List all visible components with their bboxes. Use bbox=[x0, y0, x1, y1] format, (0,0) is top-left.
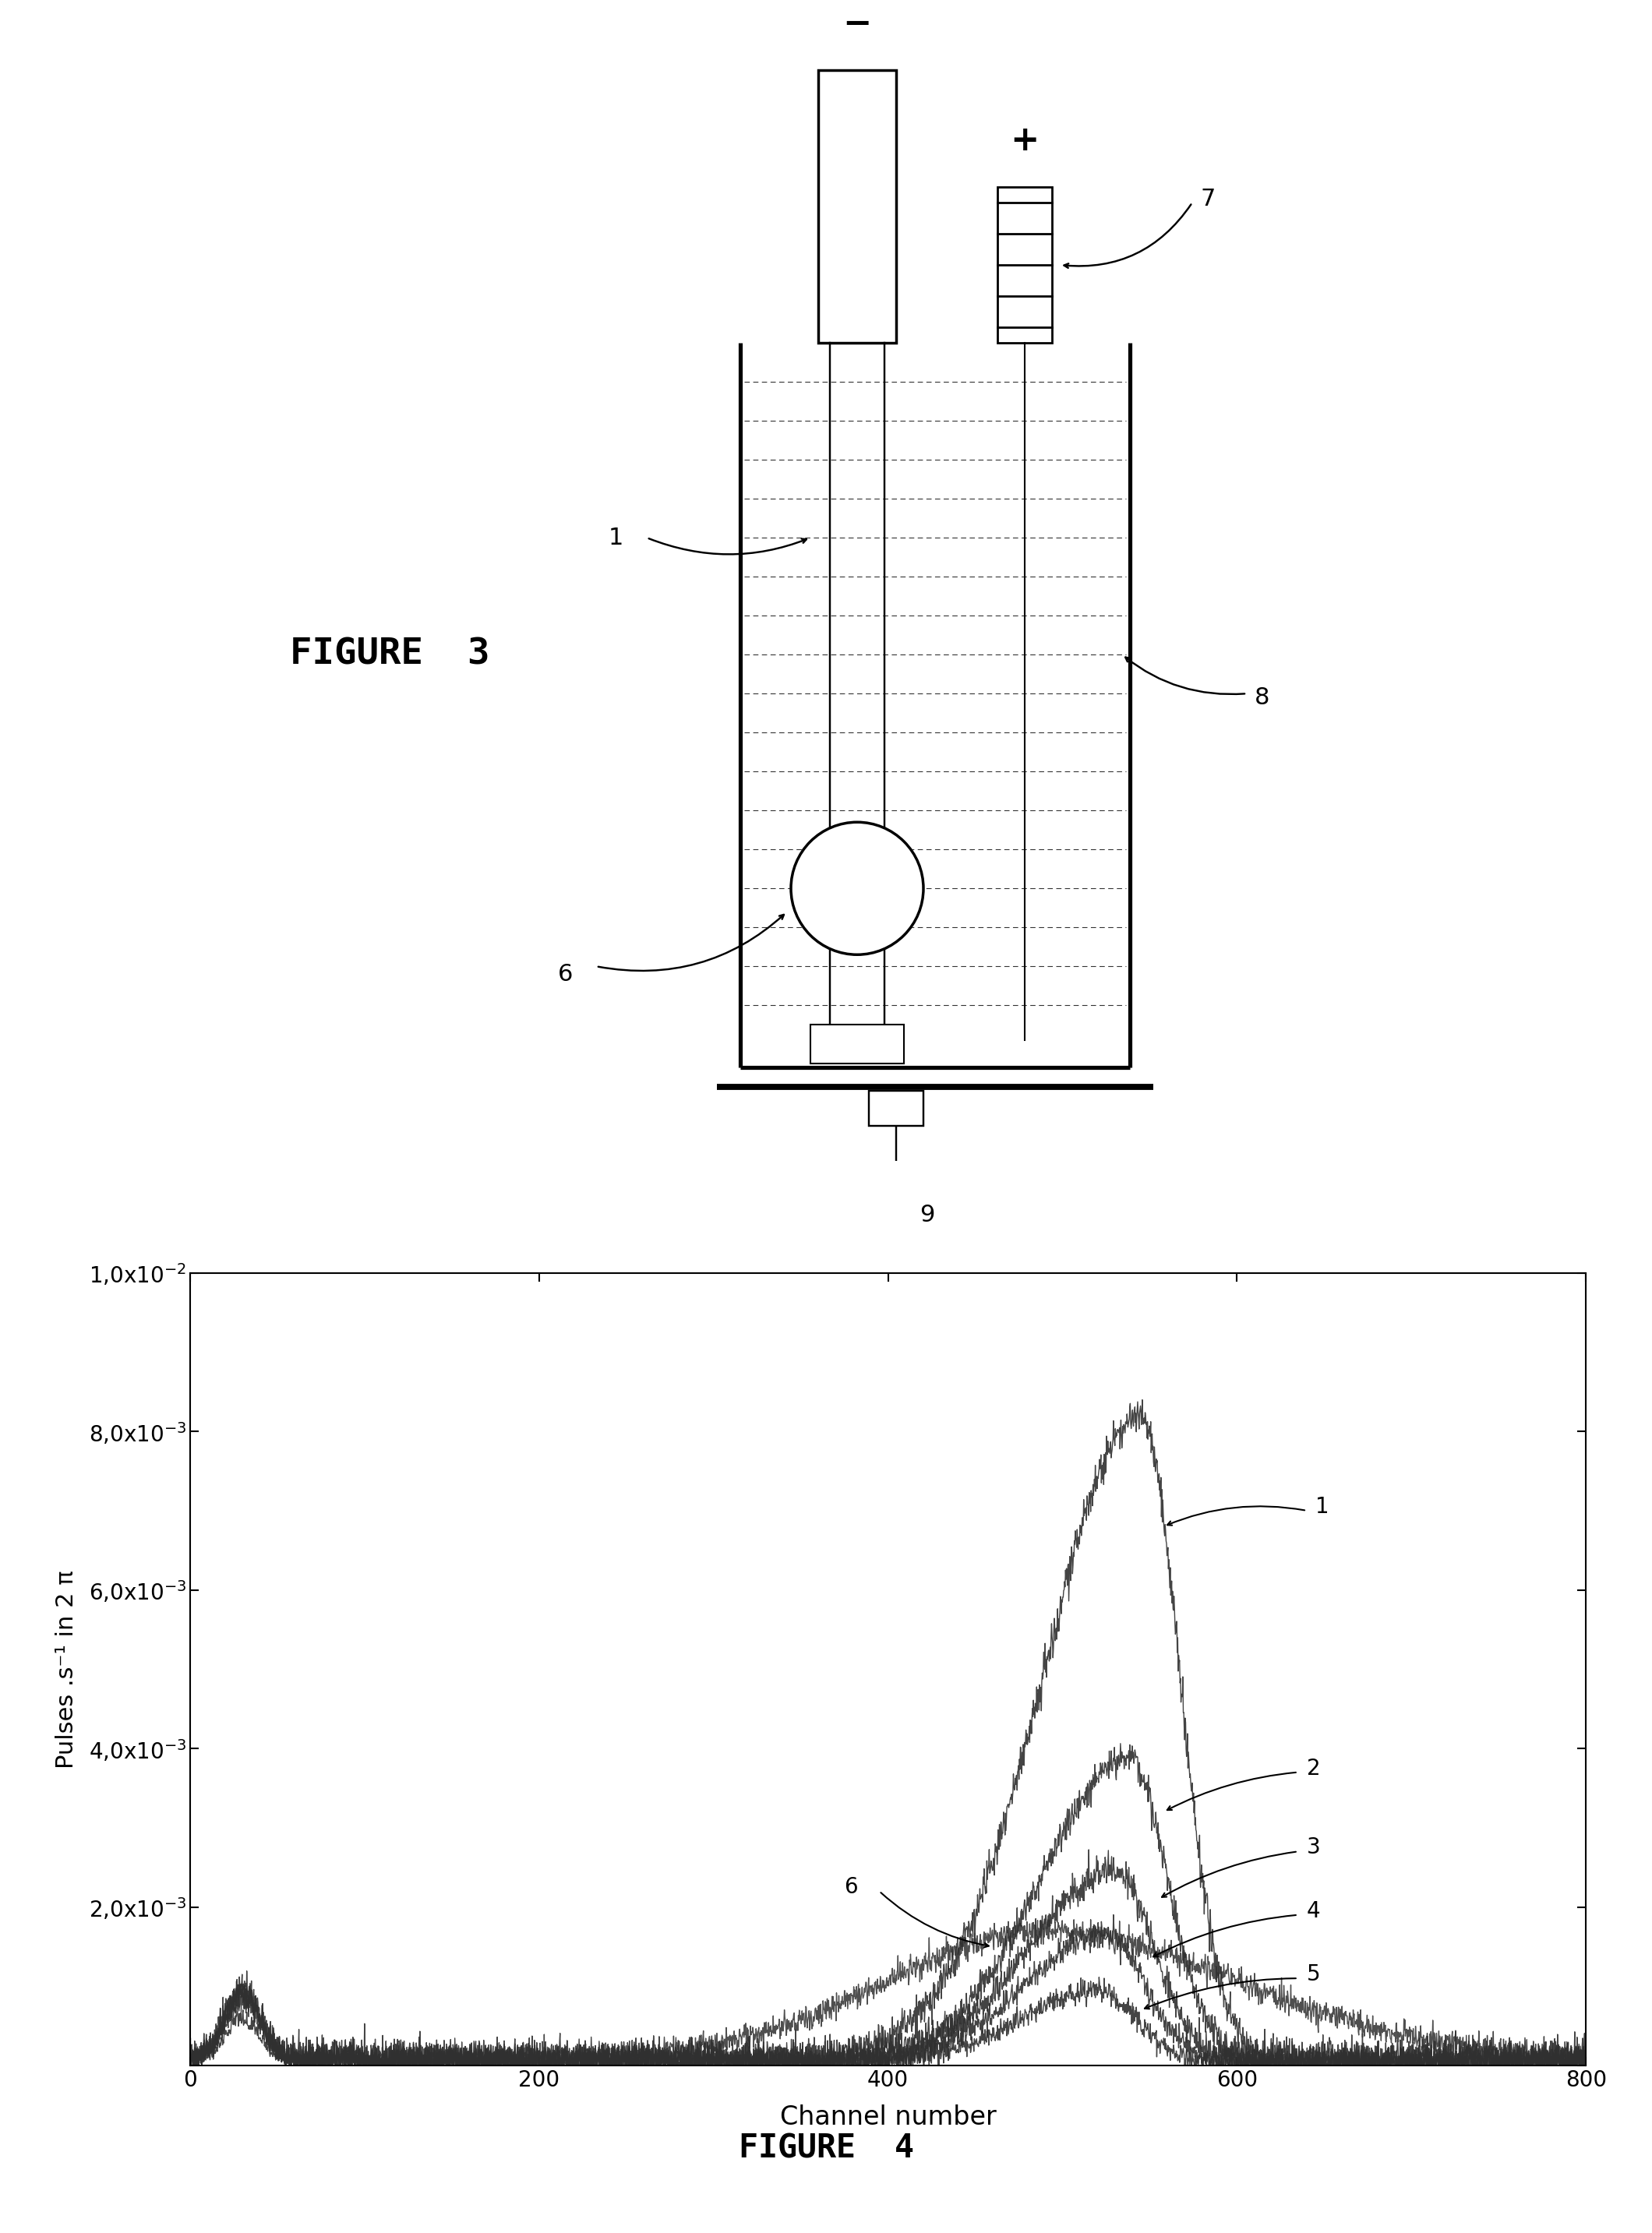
FancyBboxPatch shape bbox=[998, 188, 1052, 344]
FancyBboxPatch shape bbox=[818, 69, 895, 344]
Text: FIGURE  4: FIGURE 4 bbox=[738, 2133, 914, 2164]
Text: −: − bbox=[843, 7, 872, 40]
Circle shape bbox=[791, 822, 923, 956]
Text: FIGURE  3: FIGURE 3 bbox=[289, 636, 489, 672]
FancyBboxPatch shape bbox=[869, 1092, 923, 1125]
Text: 9: 9 bbox=[920, 1204, 935, 1226]
Text: 2: 2 bbox=[1307, 1757, 1320, 1780]
Text: 1: 1 bbox=[1315, 1496, 1330, 1518]
Y-axis label: Pulses .s⁻¹ in 2 π: Pulses .s⁻¹ in 2 π bbox=[55, 1570, 78, 1769]
Text: 6: 6 bbox=[844, 1876, 857, 1898]
Text: 1: 1 bbox=[608, 527, 623, 549]
Text: 8: 8 bbox=[1254, 686, 1270, 708]
Text: 3: 3 bbox=[1307, 1836, 1320, 1858]
Text: 6: 6 bbox=[558, 962, 573, 985]
X-axis label: Channel number: Channel number bbox=[780, 2103, 996, 2130]
FancyBboxPatch shape bbox=[811, 1025, 904, 1063]
Text: +: + bbox=[1009, 123, 1039, 156]
Text: 4: 4 bbox=[1307, 1900, 1320, 1923]
Text: 7: 7 bbox=[1199, 188, 1216, 210]
Text: 5: 5 bbox=[1307, 1963, 1320, 1985]
